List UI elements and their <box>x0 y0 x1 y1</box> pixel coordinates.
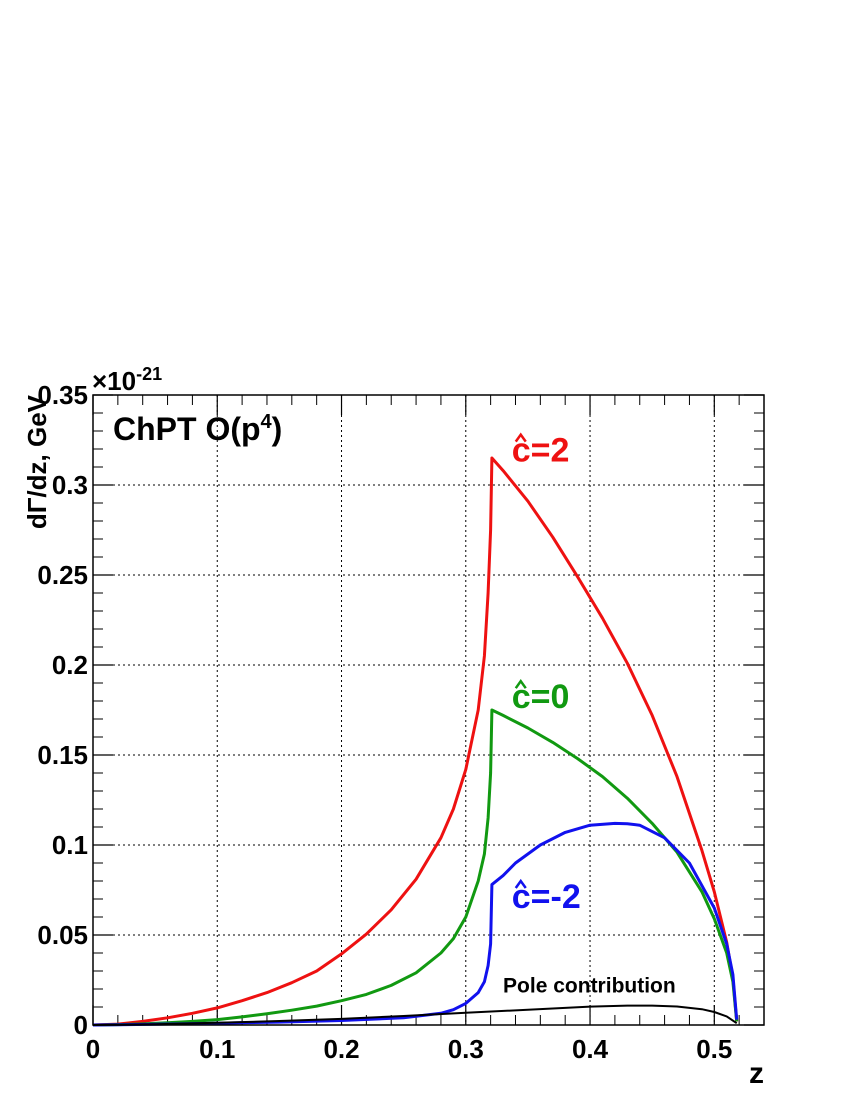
grid <box>93 395 764 1025</box>
curve-label: c=2 <box>512 432 570 470</box>
series-lines <box>92 456 739 1027</box>
y-tick-labels: 0 0.05 0.1 0.15 0.2 0.25 0.3 0.35 <box>37 380 88 1040</box>
curve-c-0 <box>92 708 739 1027</box>
x-tick-label: 0.4 <box>572 1034 609 1064</box>
y-tick-label: 0.05 <box>37 920 88 950</box>
y-tick-label: 0.15 <box>37 740 88 770</box>
pole-contribution-label: Pole contribution <box>503 975 676 998</box>
y-tick-label: 0.3 <box>52 470 88 500</box>
curve-c-plus-2 <box>92 456 739 1027</box>
curve-label: c=0 <box>512 678 570 716</box>
y-axis-title: dΓ/dz, GeV <box>22 394 52 529</box>
curve-c-minus-2 <box>92 821 739 1027</box>
plot-title: ChPT O(p4) <box>113 411 282 447</box>
y-tick-label: 0.2 <box>52 650 88 680</box>
multiplier-prefix: ×10 <box>92 366 136 396</box>
title-close: ) <box>272 411 283 447</box>
x-tick-labels: 0 0.1 0.2 0.3 0.4 0.5 <box>86 1034 733 1064</box>
y-tick-label: 0 <box>74 1010 88 1040</box>
x-tick-label: 0.2 <box>323 1034 359 1064</box>
x-axis-title: z <box>749 1057 764 1090</box>
y-tick-label: 0.1 <box>52 830 88 860</box>
curve-pole-contribution <box>92 1004 738 1026</box>
hat-accent <box>514 679 527 689</box>
plot-frame <box>92 394 765 1026</box>
multiplier-exponent: -21 <box>136 364 162 384</box>
hat-accent <box>514 878 527 889</box>
y-axis-multiplier: ×10-21 <box>92 364 162 396</box>
x-tick-label: 0.3 <box>448 1034 484 1064</box>
title-main: ChPT O(p <box>113 411 261 447</box>
axis-ticks <box>92 394 764 1026</box>
y-tick-label: 0.25 <box>37 560 88 590</box>
x-tick-label: 0.1 <box>199 1034 235 1064</box>
title-superscript: 4 <box>261 411 273 433</box>
x-tick-label: 0.5 <box>696 1034 732 1064</box>
hat-accent <box>514 432 527 443</box>
x-tick-label: 0 <box>86 1034 100 1064</box>
y-tick-label: 0.35 <box>37 380 88 410</box>
